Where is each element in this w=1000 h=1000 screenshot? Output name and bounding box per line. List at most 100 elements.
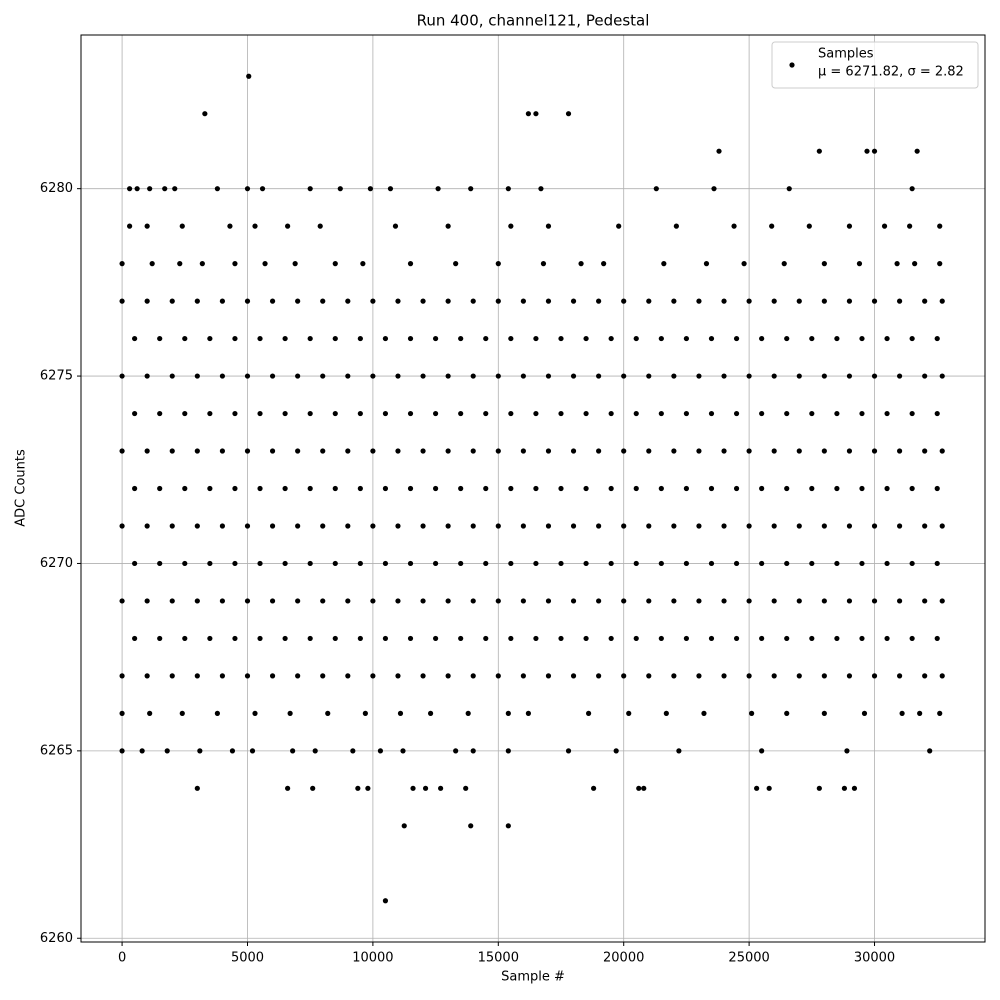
data-point (257, 560, 263, 567)
x-tick-label: 20000 (603, 951, 644, 966)
data-point (558, 635, 564, 642)
data-point (939, 298, 945, 304)
data-point (759, 410, 765, 417)
data-point (432, 560, 439, 567)
data-point (591, 785, 597, 791)
data-point (846, 448, 853, 454)
data-point (912, 261, 918, 267)
data-point (881, 223, 888, 229)
data-point (470, 523, 476, 529)
data-point (397, 710, 404, 716)
data-point (608, 635, 614, 642)
data-point (157, 635, 163, 642)
data-point (232, 485, 238, 492)
data-point (202, 111, 208, 117)
data-point (269, 448, 276, 454)
data-point (676, 748, 682, 754)
data-point (834, 635, 840, 642)
data-point (445, 598, 451, 604)
data-point (332, 261, 338, 267)
data-point (495, 298, 501, 304)
data-point (244, 448, 251, 454)
data-point (505, 748, 511, 754)
data-point (119, 448, 125, 454)
data-point (621, 373, 627, 379)
data-point (859, 485, 865, 492)
data-point (317, 223, 323, 229)
data-point (545, 448, 552, 454)
data-point (934, 335, 940, 342)
data-point (646, 523, 652, 529)
data-point (337, 186, 343, 192)
data-point (934, 485, 940, 492)
data-point (821, 298, 827, 304)
data-point (453, 261, 459, 267)
data-point (470, 298, 476, 304)
data-point (570, 673, 577, 679)
data-point (483, 635, 489, 642)
data-point (806, 223, 812, 229)
data-point (144, 523, 150, 529)
data-point (909, 186, 915, 192)
data-point (395, 298, 401, 304)
data-point (909, 410, 915, 417)
data-point (257, 335, 263, 342)
data-point (696, 523, 702, 529)
data-point (545, 373, 552, 379)
data-point (809, 560, 815, 567)
data-point (633, 485, 639, 492)
data-point (495, 673, 501, 679)
data-point (673, 223, 679, 229)
data-point (169, 298, 175, 304)
data-point (608, 485, 614, 492)
data-point (495, 261, 501, 267)
data-point (285, 223, 291, 229)
data-point (157, 410, 163, 417)
data-point (565, 111, 572, 117)
data-point (859, 410, 865, 417)
data-point (578, 261, 584, 267)
data-point (922, 373, 928, 379)
data-point (583, 560, 589, 567)
data-point (708, 485, 715, 492)
data-point (708, 635, 715, 642)
data-point (917, 710, 923, 716)
data-point (144, 298, 150, 304)
data-point (608, 560, 614, 567)
data-point (119, 598, 125, 604)
data-point (570, 448, 577, 454)
data-point (896, 373, 903, 379)
data-point (395, 673, 401, 679)
data-point (585, 710, 592, 716)
data-point (320, 373, 326, 379)
data-point (269, 373, 276, 379)
data-point (483, 335, 489, 342)
x-tick-label: 30000 (854, 951, 895, 966)
data-point (119, 523, 125, 529)
data-point (633, 560, 639, 567)
data-point (157, 335, 163, 342)
data-point (927, 748, 933, 754)
data-point (132, 560, 138, 567)
data-point (784, 410, 790, 417)
x-tick-label: 10000 (352, 951, 393, 966)
data-point (545, 223, 552, 229)
data-point (199, 261, 205, 267)
data-point (934, 410, 940, 417)
data-point (395, 448, 401, 454)
data-point (505, 823, 511, 829)
data-point (132, 410, 138, 417)
data-point (939, 598, 945, 604)
data-point (119, 373, 125, 379)
data-point (708, 335, 715, 342)
data-point (711, 186, 717, 192)
data-point (144, 223, 150, 229)
data-point (382, 335, 389, 342)
data-point (821, 261, 827, 267)
data-point (608, 410, 614, 417)
data-point (214, 186, 220, 192)
data-point (470, 598, 476, 604)
data-point (345, 523, 351, 529)
data-point (766, 785, 772, 791)
data-point (312, 748, 318, 754)
